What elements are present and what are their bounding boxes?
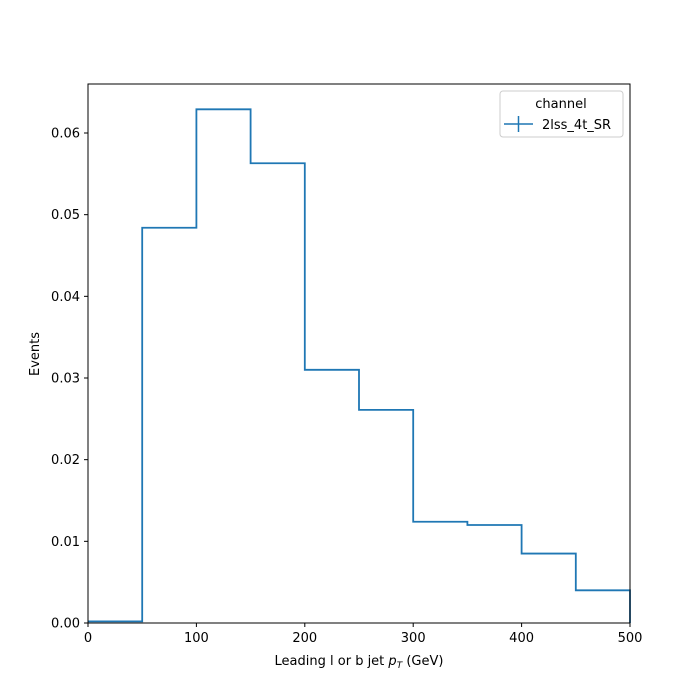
y-tick-label: 0.05 [51, 208, 80, 223]
x-tick-label: 400 [509, 631, 534, 646]
legend-title: channel [535, 97, 586, 112]
x-tick-label: 300 [401, 631, 426, 646]
legend-series-label: 2lss_4t_SR [542, 118, 611, 133]
y-axis-label: Events [28, 332, 43, 376]
x-tick-label: 500 [618, 631, 643, 646]
plot-area [88, 84, 630, 623]
legend-box [499, 90, 624, 138]
x-axis-label: Leading l or b jet pT (GeV) [275, 654, 444, 671]
y-tick-label: 0.06 [51, 127, 80, 142]
y-ticks: 0.00 0.01 0.02 0.03 0.04 0.05 0.06 [51, 127, 88, 632]
series-group [88, 108, 631, 623]
x-tick-label: 0 [84, 631, 92, 646]
x-tick-label: 100 [184, 631, 209, 646]
y-tick-label: 0.04 [51, 290, 80, 305]
y-tick-label: 0.01 [51, 535, 80, 550]
plot-frame [87, 83, 631, 624]
x-ticks: 0 100 200 300 400 500 [84, 623, 643, 646]
y-tick-label: 0.03 [51, 372, 80, 387]
y-tick-label: 0.02 [51, 453, 80, 468]
x-tick-label: 200 [292, 631, 317, 646]
legend: channel 2lss_4t_SR [499, 90, 624, 138]
y-tick-label: 0.00 [51, 617, 80, 632]
histogram-step-line [88, 108, 631, 623]
